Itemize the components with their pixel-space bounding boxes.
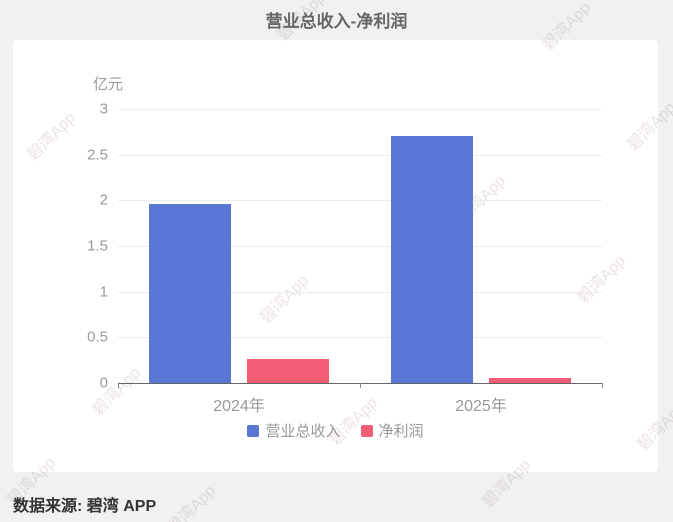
legend-item-净利润[interactable]: 净利润 — [360, 420, 424, 441]
y-axis-unit-label: 亿元 — [93, 76, 124, 93]
bar-净利润-2024年 — [247, 359, 329, 383]
watermark-text: 碧湾App — [164, 482, 220, 522]
legend-marker-icon — [247, 424, 260, 437]
x-axis-tick — [601, 383, 603, 388]
y-tick-label: 1 — [99, 283, 108, 301]
page-title: 营业总收入-净利润 — [265, 12, 408, 31]
gridline — [118, 337, 602, 339]
y-tick-label: 0 — [99, 374, 108, 392]
gridline — [118, 200, 602, 202]
x-axis-tick — [117, 383, 119, 388]
y-tick-label: 1.5 — [87, 237, 108, 255]
gridline — [118, 246, 602, 247]
y-tick-label: 0.5 — [87, 328, 108, 346]
legend-label: 净利润 — [378, 423, 424, 440]
x-category-label: 2024年 — [213, 398, 265, 415]
gridline — [118, 154, 602, 156]
bar-营业总收入-2025年 — [391, 135, 473, 383]
data-source-label: 数据来源: 碧湾 APP — [13, 498, 157, 515]
legend-marker-icon — [360, 424, 373, 437]
plot-area: 0 0.5 1 1.5 2 2.5 3 2024年 2025年 — [87, 101, 603, 415]
legend-label: 营业总收入 — [265, 423, 341, 440]
x-category-label: 2025年 — [455, 398, 507, 415]
y-tick-label: 2 — [99, 191, 108, 209]
chart-legend: 营业总收入 净利润 — [13, 420, 658, 441]
gridline — [118, 291, 602, 293]
y-tick-label: 3 — [99, 100, 108, 118]
chart-card: 亿元 0 0.5 1 1.5 2 2.5 3 2024年 2025年 营业总收入 净利润 — [13, 40, 658, 472]
bar-营业总收入-2024年 — [149, 204, 231, 383]
x-axis-tick — [359, 383, 361, 388]
gridline — [118, 109, 602, 110]
y-tick-label: 2.5 — [87, 146, 108, 164]
legend-item-营业总收入[interactable]: 营业总收入 — [247, 420, 341, 441]
bar-净利润-2025年 — [489, 378, 571, 383]
